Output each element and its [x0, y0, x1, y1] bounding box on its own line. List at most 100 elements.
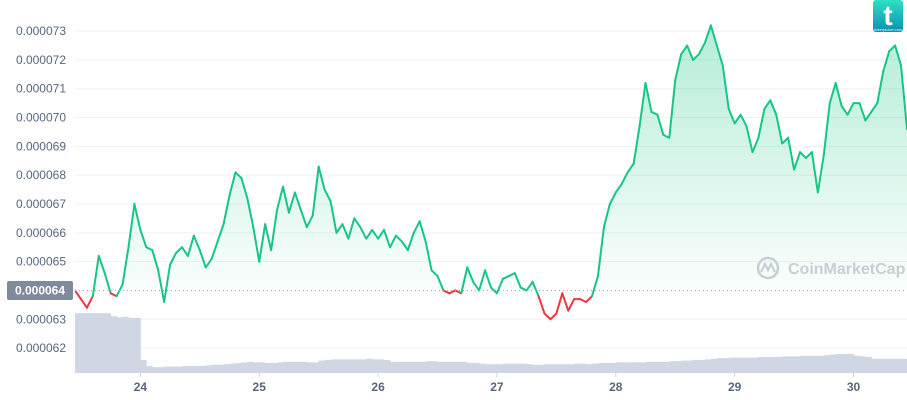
volume-bar — [895, 358, 902, 372]
price-line-segment — [388, 234, 397, 249]
volume-bar — [176, 366, 183, 372]
volume-bar — [841, 354, 848, 372]
price-line-segment — [698, 41, 706, 56]
price-line-segment — [186, 234, 195, 257]
volume-bar — [871, 358, 878, 372]
y-tick-label: 0.000070 — [16, 111, 66, 125]
price-area — [75, 25, 907, 291]
volume-bar — [835, 354, 843, 372]
volume-bar — [247, 361, 254, 372]
volume-bar — [859, 356, 866, 372]
volume-bar — [883, 358, 890, 372]
price-line-segment — [579, 298, 588, 303]
price-area-fill — [75, 25, 907, 291]
volume-bars — [75, 313, 907, 372]
volume-bar — [389, 361, 397, 372]
volume-bar — [271, 363, 278, 372]
price-line-segment — [121, 246, 130, 286]
price-line-segment — [282, 185, 290, 214]
volume-bar — [104, 313, 112, 372]
y-tick-label: 0.000066 — [16, 226, 66, 240]
price-line-segment — [692, 53, 700, 61]
price-line-segment — [97, 254, 106, 275]
price-line-segment — [365, 228, 374, 240]
price-line-segment — [596, 226, 605, 278]
price-line-segment — [347, 217, 356, 240]
volume-bar — [181, 366, 189, 372]
volume-bar — [223, 364, 230, 372]
volume-bar — [800, 355, 807, 372]
price-line-segment — [525, 280, 534, 292]
price-line-segment — [317, 165, 326, 191]
price-line-segment — [299, 208, 308, 229]
price-line-segment — [555, 292, 564, 315]
price-line-segment — [840, 105, 849, 116]
volume-bar — [699, 360, 706, 372]
volume-bar — [811, 355, 819, 372]
volume-bar — [675, 361, 682, 372]
volume-bar — [550, 364, 557, 372]
volume-bar — [580, 363, 587, 372]
volume-bar — [728, 357, 736, 372]
volume-bar — [758, 357, 765, 372]
volume-bar — [378, 359, 385, 372]
price-line-segment — [210, 240, 219, 260]
price-line-segment — [787, 136, 796, 171]
volume-bar — [205, 365, 213, 372]
price-line-segment — [103, 272, 112, 295]
price-line-segment — [561, 292, 570, 312]
price-line-segment — [169, 251, 178, 266]
volume-bar — [681, 360, 688, 372]
y-tick-label: 0.000073 — [16, 24, 66, 38]
volume-bar — [746, 357, 753, 372]
price-line-segment — [311, 165, 320, 217]
price-line-segment — [163, 263, 172, 303]
volume-bar — [75, 313, 82, 372]
volume-bar — [508, 363, 516, 372]
price-line-segment — [781, 136, 790, 145]
price-line-segment — [858, 102, 867, 122]
price-line-segment — [870, 102, 879, 113]
volume-bar — [651, 361, 658, 372]
price-line-segment — [234, 171, 243, 180]
volume-bar — [496, 364, 504, 372]
volume-bar — [532, 364, 539, 372]
volume-bar — [170, 366, 177, 372]
price-line-segment — [888, 44, 897, 53]
volume-bar — [829, 354, 837, 372]
price-line-segment — [484, 269, 492, 289]
price-line-segment — [359, 226, 368, 240]
price-line-segment — [240, 177, 249, 200]
volume-bar — [140, 360, 147, 372]
volume-bar — [716, 358, 724, 372]
volume-bar — [609, 363, 617, 372]
volume-bar — [449, 361, 456, 372]
reference-price-text: 0.000064 — [15, 283, 65, 297]
price-line-segment — [894, 44, 903, 67]
volume-bar — [574, 363, 581, 372]
price-line-segment — [478, 269, 487, 292]
volume-bar — [710, 358, 718, 372]
price-line-segment — [769, 99, 778, 116]
volume-bar — [300, 361, 308, 372]
price-line-segment — [412, 220, 421, 234]
volume-bar — [110, 316, 117, 372]
price-line-segment — [252, 226, 261, 263]
price-line-segment — [739, 113, 748, 128]
price-line-segment — [626, 162, 635, 174]
volume-bar — [217, 364, 224, 372]
price-line-segment — [816, 154, 825, 194]
price-line-segment — [721, 64, 730, 110]
price-line-segment — [507, 272, 516, 278]
coinmarketcap-watermark: CoinMarketCap — [756, 256, 906, 280]
price-line-segment — [585, 295, 594, 303]
price-line-segment — [501, 275, 510, 280]
volume-bar — [467, 363, 474, 372]
volume-bar — [817, 355, 825, 372]
volume-bar — [592, 363, 599, 372]
volume-bar — [419, 361, 427, 372]
volume-bar — [98, 313, 106, 372]
price-line-segment — [127, 203, 136, 249]
x-tick-label: 24 — [134, 380, 148, 394]
